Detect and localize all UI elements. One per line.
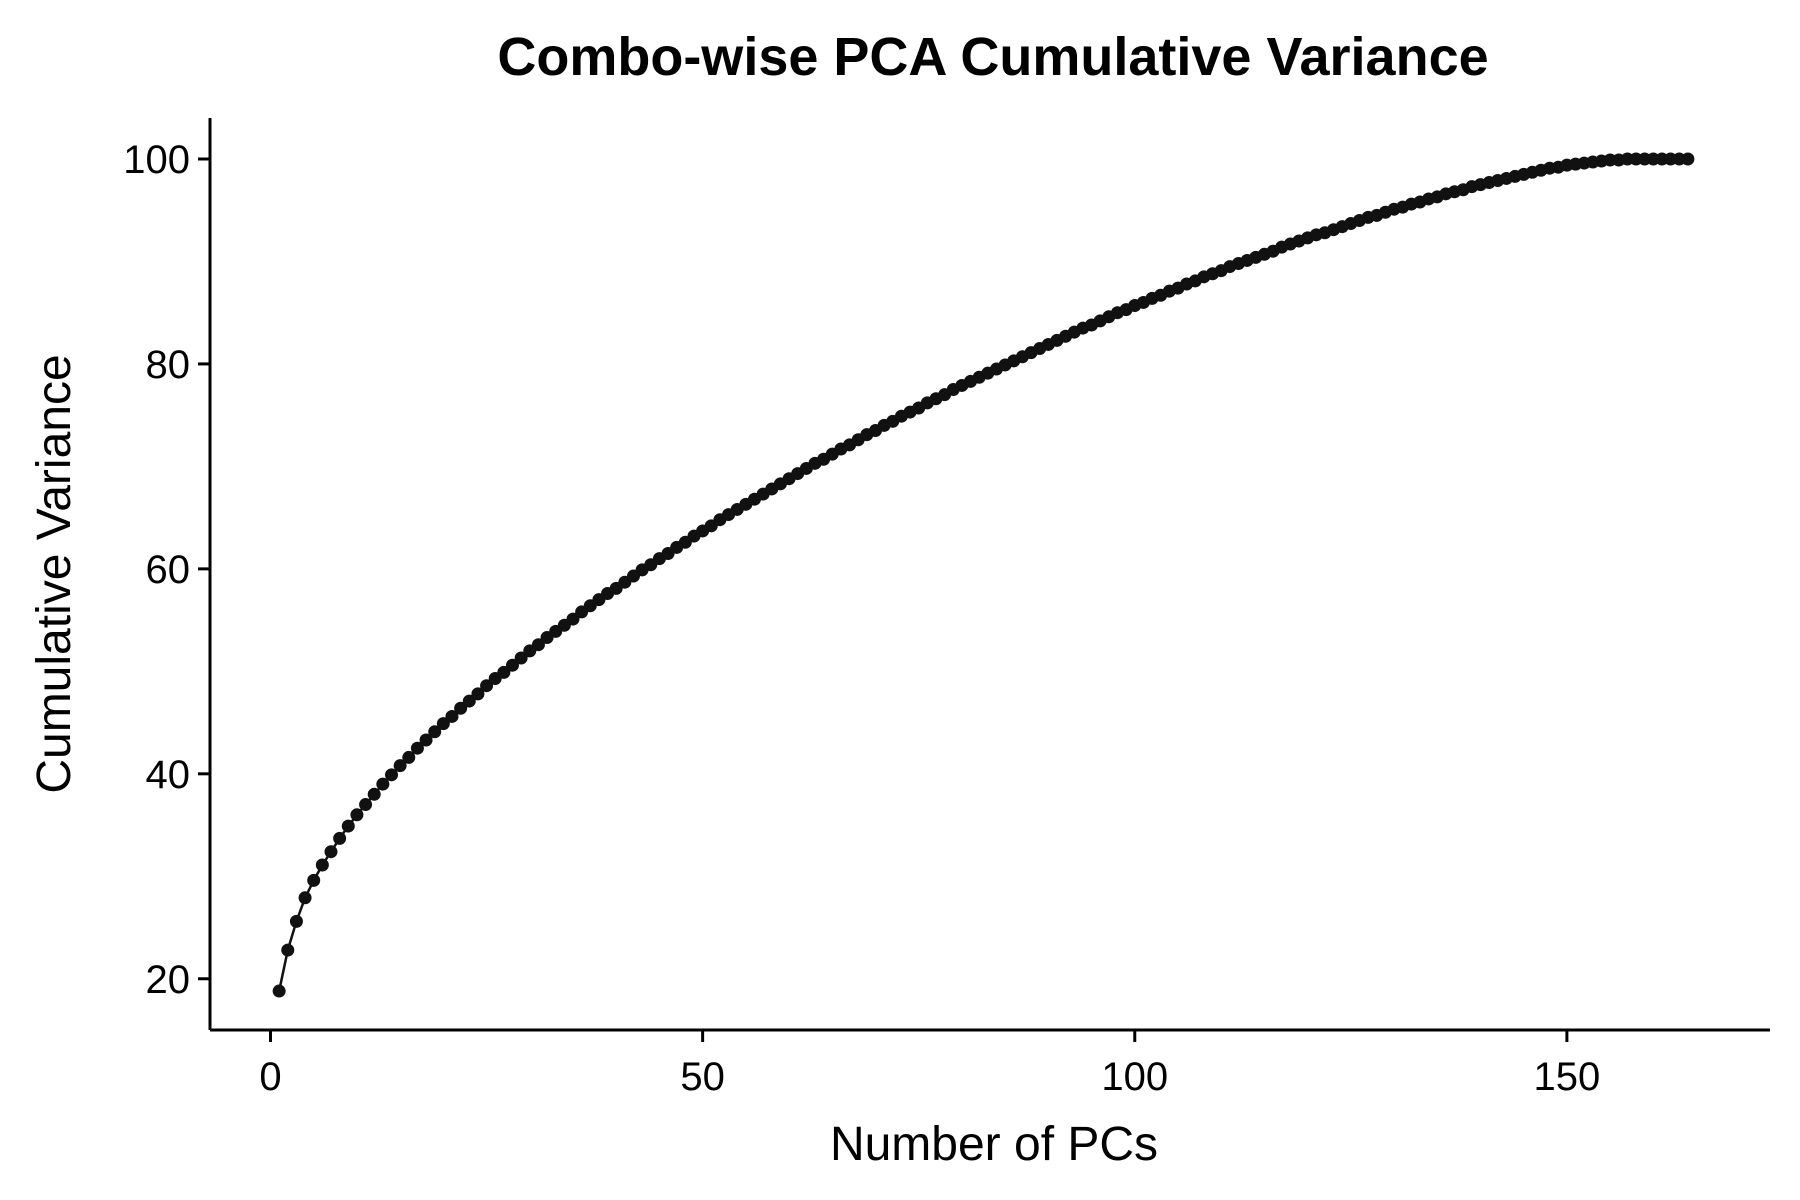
y-tick-label: 60 bbox=[146, 548, 191, 592]
data-point bbox=[341, 819, 355, 833]
x-tick-label: 100 bbox=[1101, 1055, 1168, 1099]
data-point bbox=[385, 768, 398, 782]
y-tick-label: 80 bbox=[146, 343, 191, 387]
data-point bbox=[298, 891, 312, 905]
data-point bbox=[480, 679, 494, 693]
data-point bbox=[289, 914, 303, 928]
data-point bbox=[333, 831, 347, 845]
data-point bbox=[1681, 152, 1695, 166]
y-tick-label: 20 bbox=[146, 958, 191, 1002]
data-point bbox=[445, 709, 459, 723]
data-point bbox=[462, 694, 476, 708]
data-point bbox=[315, 858, 329, 872]
plot-area bbox=[272, 152, 1695, 998]
x-axis-ticks: 0 50 100 150 bbox=[259, 1030, 1600, 1099]
data-point bbox=[307, 873, 321, 887]
data-point bbox=[419, 733, 433, 747]
x-tick-label: 0 bbox=[259, 1055, 281, 1099]
data-point bbox=[514, 651, 528, 665]
x-tick-label: 150 bbox=[1534, 1055, 1601, 1099]
series-line bbox=[277, 157, 1688, 992]
data-point bbox=[436, 717, 450, 731]
y-tick-label: 100 bbox=[123, 138, 190, 182]
data-point bbox=[359, 798, 373, 812]
data-point bbox=[410, 741, 424, 755]
y-tick-label: 40 bbox=[146, 753, 191, 797]
y-axis-ticks: 20 40 60 80 100 bbox=[123, 138, 210, 1002]
data-point bbox=[324, 845, 338, 859]
data-point bbox=[531, 638, 545, 652]
y-axis-label: Cumulative Variance bbox=[28, 354, 81, 793]
x-axis-label: Number of PCs bbox=[830, 1118, 1158, 1171]
x-tick-label: 50 bbox=[680, 1055, 725, 1099]
data-point bbox=[566, 612, 580, 626]
data-point bbox=[272, 984, 286, 998]
data-point bbox=[376, 777, 390, 791]
data-point bbox=[428, 725, 442, 739]
data-point bbox=[402, 750, 416, 764]
chart-title: Combo-wise PCA Cumulative Variance bbox=[497, 27, 1488, 87]
data-point bbox=[367, 787, 381, 801]
data-point bbox=[350, 808, 364, 822]
data-point bbox=[454, 701, 468, 715]
data-point bbox=[505, 658, 519, 672]
data-point bbox=[471, 687, 485, 701]
data-point bbox=[281, 943, 295, 957]
data-point bbox=[497, 665, 511, 679]
data-point bbox=[393, 759, 407, 773]
